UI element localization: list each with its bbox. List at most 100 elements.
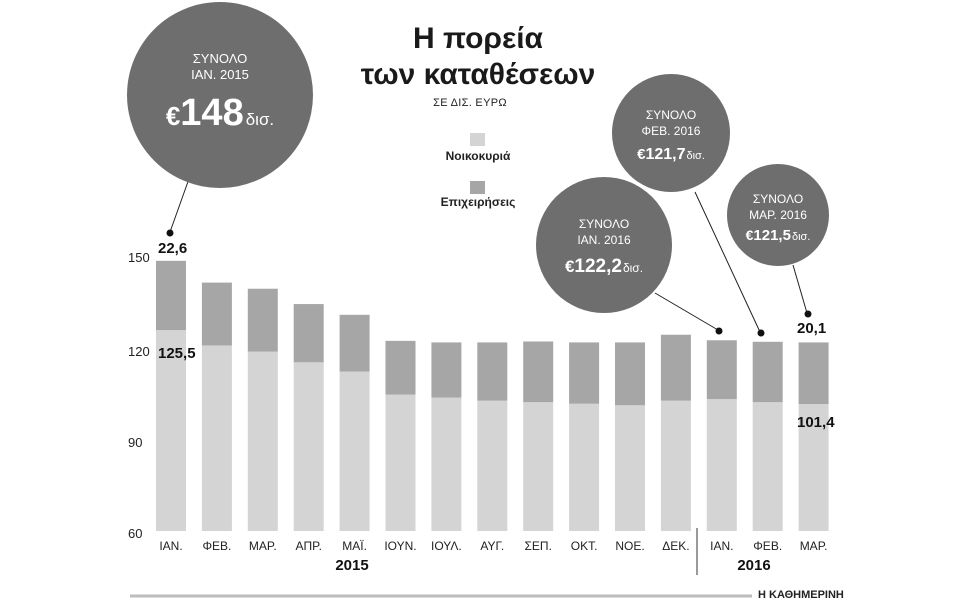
bar-households-13 (752, 402, 783, 531)
bubble-circle-mar2016 (727, 164, 829, 266)
data-label-mar2016-households: 101,4 (797, 414, 835, 431)
chart-subtitle: ΣΕ ΔΙΣ. ΕΥΡΩ (433, 97, 507, 109)
bar-households-10 (615, 405, 645, 531)
bubble-circle-jan2016 (536, 177, 672, 313)
y-tick-90: 90 (128, 435, 142, 450)
legend-label-businesses: Επιχειρήσεις (441, 195, 516, 209)
bar-businesses-5 (385, 340, 416, 395)
year-label-2016: 2016 (737, 557, 770, 574)
leader-line-jan2015 (169, 175, 191, 233)
x-tick-2: ΜΑΡ. (249, 539, 277, 553)
bubble-total-mar2016: ΣΥΝΟΛΟ ΜΑΡ. 2016 €121,5δισ. (727, 164, 829, 266)
data-label-mar2016-businesses: 20,1 (797, 320, 826, 337)
bar-businesses-8 (523, 341, 554, 403)
legend-swatch-businesses (470, 181, 485, 194)
bubble-mar2016-line2: ΜΑΡ. 2016 (749, 208, 807, 222)
chart-title-line2: των καταθέσεων (361, 58, 596, 91)
bubble-jan2016-line1: ΣΥΝΟΛΟ (579, 217, 629, 231)
leader-lines (169, 175, 808, 333)
x-tick-3: ΑΠΡ. (295, 539, 321, 553)
leader-line-mar2016 (792, 264, 808, 314)
bubble-total-feb2016: ΣΥΝΟΛΟ ΦΕΒ. 2016 €121,7δισ. (612, 74, 730, 192)
bubble-circle-feb2016 (612, 74, 730, 192)
bubble-feb2016-unit: δισ. (686, 150, 704, 162)
anchor-dot-jan2015 (166, 229, 174, 237)
bar-households-0 (156, 330, 186, 531)
bar-households-11 (660, 400, 691, 531)
anchor-dot-mar2016 (804, 310, 812, 318)
leader-line-jan2016 (654, 292, 719, 331)
bubble-feb2016-currency: € (637, 146, 646, 163)
bar-businesses-0 (156, 260, 186, 331)
bubble-circle-jan2015 (127, 2, 313, 188)
x-tick-8: ΣΕΠ. (524, 539, 551, 553)
bar-households-5 (385, 394, 416, 531)
x-tick-4: ΜΑΪ. (342, 539, 367, 553)
data-label-jan2015-households: 125,5 (158, 345, 196, 362)
bubble-jan2016-line2: ΙΑΝ. 2016 (577, 233, 631, 247)
bar-businesses-10 (615, 342, 645, 406)
x-tick-14: ΜΑΡ. (800, 539, 828, 553)
bar-households-12 (706, 399, 737, 531)
legend-swatch-households (470, 133, 485, 146)
bubble-mar2016-currency: € (746, 227, 754, 243)
bar-businesses-13 (752, 341, 783, 403)
bubble-jan2015-currency: € (166, 101, 180, 131)
bubble-mar2016-line1: ΣΥΝΟΛΟ (753, 192, 803, 206)
x-tick-5: ΙΟΥΝ. (384, 539, 416, 553)
x-tick-13: ΦΕΒ. (753, 539, 782, 553)
bubble-jan2015-line2: ΙΑΝ. 2015 (191, 67, 249, 82)
bubble-feb2016-value: €121,7δισ. (637, 146, 705, 163)
x-tick-9: ΟΚΤ. (571, 539, 598, 553)
bar-businesses-12 (706, 340, 737, 400)
bubble-jan2016-value: €122,2δισ. (565, 256, 643, 277)
bars-group (156, 260, 829, 531)
bubble-jan2016-unit: δισ. (623, 261, 643, 275)
bar-businesses-3 (293, 304, 324, 363)
anchor-dot-jan2016 (715, 327, 723, 335)
bubble-total-jan2015: ΣΥΝΟΛΟ ΙΑΝ. 2015 €148 δισ. (127, 2, 313, 188)
bubble-jan2015-amount: 148 (180, 92, 243, 134)
bar-households-3 (293, 362, 324, 531)
bubble-total-jan2016: ΣΥΝΟΛΟ ΙΑΝ. 2016 €122,2δισ. (536, 177, 672, 313)
bar-households-9 (569, 403, 600, 531)
category-labels: ΙΑΝ. ΦΕΒ. ΜΑΡ. ΑΠΡ. ΜΑΪ. ΙΟΥΝ. ΙΟΥΛ. ΑΥΓ. ΣΕΠ. ΟΚ… (159, 539, 827, 553)
anchor-dot-feb2016 (757, 329, 765, 337)
bubble-jan2015-unit: δισ. (246, 110, 274, 129)
bubble-feb2016-line1: ΣΥΝΟΛΟ (646, 108, 696, 122)
chart-title-line1: Η πορεία (413, 22, 544, 55)
source-credit: Η ΚΑΘΗΜΕΡΙΝΗ (758, 589, 844, 600)
y-tick-120: 120 (128, 344, 150, 359)
data-label-jan2015-businesses: 22,6 (158, 240, 187, 257)
bar-households-7 (477, 400, 508, 531)
bubble-jan2015-value: €148 δισ. (166, 92, 274, 134)
bar-businesses-14 (798, 342, 829, 405)
bar-households-6 (431, 397, 462, 531)
x-tick-12: ΙΑΝ. (710, 539, 733, 553)
x-tick-6: ΙΟΥΛ. (431, 539, 462, 553)
bubble-mar2016-value: €121,5δισ. (746, 227, 811, 244)
bubble-jan2015-line1: ΣΥΝΟΛΟ (193, 51, 248, 66)
bar-households-8 (523, 402, 554, 531)
y-tick-150: 150 (128, 250, 150, 265)
legend-label-households: Νοικοκυριά (446, 149, 511, 163)
year-label-2015: 2015 (335, 557, 368, 574)
bar-households-2 (247, 351, 278, 531)
leader-line-feb2016 (694, 191, 761, 333)
bar-businesses-7 (477, 342, 508, 401)
bubble-mar2016-amount: 121,5 (753, 227, 791, 244)
bubble-feb2016-amount: 121,7 (645, 146, 685, 163)
bar-businesses-2 (247, 288, 278, 352)
bubble-jan2016-amount: 122,2 (574, 256, 622, 277)
bar-households-4 (339, 371, 370, 531)
x-tick-7: ΑΥΓ. (480, 539, 504, 553)
bar-businesses-4 (339, 314, 370, 372)
x-tick-10: ΝΟΕ. (615, 539, 644, 553)
bubble-feb2016-line2: ΦΕΒ. 2016 (642, 124, 701, 138)
bar-businesses-1 (201, 282, 232, 346)
x-tick-1: ΦΕΒ. (202, 539, 231, 553)
x-tick-11: ΔΕΚ. (662, 539, 689, 553)
bar-businesses-6 (431, 342, 462, 398)
y-tick-60: 60 (128, 526, 142, 541)
